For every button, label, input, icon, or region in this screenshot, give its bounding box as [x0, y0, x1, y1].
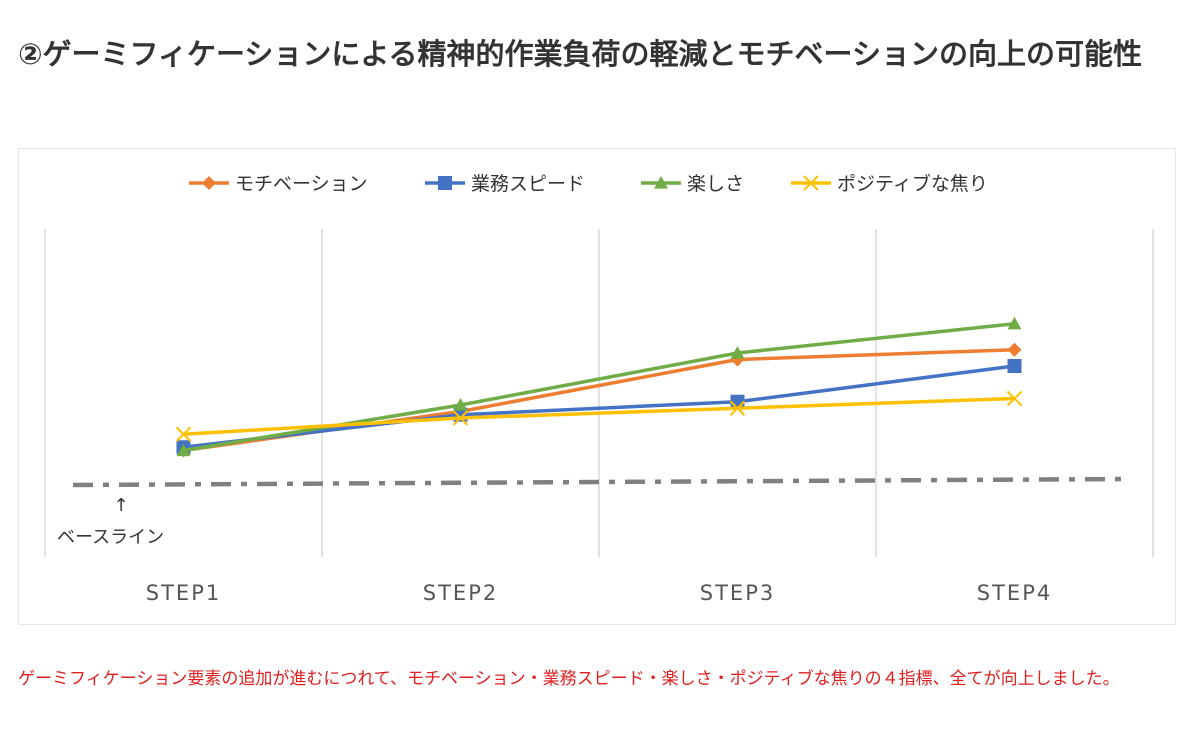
- line-chart: ↑ ベースライン STEP1 STEP2 STEP3 STEP4 モチベーション 業務スピ…: [44, 172, 1154, 605]
- chart-caption: ゲーミフィケーション要素の追加が進むにつれて、モチベーション・業務スピード・楽し…: [18, 669, 1120, 689]
- baseline-label: ベースライン: [57, 527, 164, 548]
- data-point: [1007, 342, 1022, 357]
- legend-marker: [803, 175, 819, 191]
- baseline-line: [72, 476, 1132, 488]
- data-point: [1007, 359, 1022, 373]
- data-point: [1006, 390, 1023, 407]
- x-tick-label: STEP2: [423, 581, 498, 605]
- chart-frame: ↑ ベースライン STEP1 STEP2 STEP3 STEP4 モチベーション 業務スピ…: [18, 148, 1176, 625]
- x-tick-label: STEP1: [146, 581, 221, 605]
- series-4: [175, 390, 1023, 442]
- legend-item: ポジティブな焦り: [791, 172, 988, 195]
- legend-item: モチベーション: [189, 173, 368, 195]
- baseline-layer: ↑ ベースライン: [57, 476, 1132, 548]
- series-line: [183, 364, 1015, 449]
- page-title: ②ゲーミフィケーションによる精神的作業負荷の軽減とモチベーションの向上の可能性: [18, 37, 1142, 71]
- legend-label: 業務スピード: [471, 173, 585, 195]
- x-tick-label: STEP3: [700, 581, 775, 605]
- data-point: [729, 400, 746, 416]
- x-axis: STEP1 STEP2 STEP3 STEP4: [146, 581, 1052, 605]
- data-point: [1007, 316, 1022, 330]
- legend-marker: [438, 176, 452, 190]
- legend: モチベーション 業務スピード 楽しさ ポジティブな焦り: [189, 172, 988, 195]
- baseline-arrow: ↑: [113, 495, 128, 516]
- series-layer: [175, 316, 1023, 458]
- x-tick-label: STEP4: [977, 581, 1052, 605]
- data-point: [452, 410, 469, 426]
- grid-layer: [44, 229, 1154, 557]
- data-point: [453, 398, 468, 411]
- legend-marker: [202, 176, 216, 190]
- data-point: [175, 426, 192, 442]
- legend-item: 業務スピード: [425, 173, 585, 195]
- series-line: [183, 396, 1015, 436]
- data-point: [730, 346, 745, 359]
- legend-label: ポジティブな焦り: [837, 172, 988, 195]
- legend-label: 楽しさ: [687, 173, 744, 195]
- legend-marker: [654, 176, 668, 189]
- legend-label: モチベーション: [235, 173, 368, 195]
- data-point: [176, 443, 191, 457]
- legend-item: 楽しさ: [641, 173, 744, 195]
